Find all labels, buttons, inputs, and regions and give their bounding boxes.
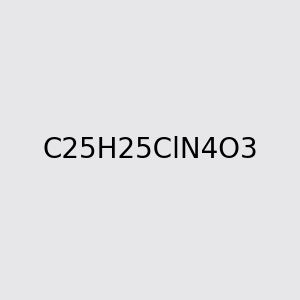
Text: C25H25ClN4O3: C25H25ClN4O3 (42, 136, 258, 164)
